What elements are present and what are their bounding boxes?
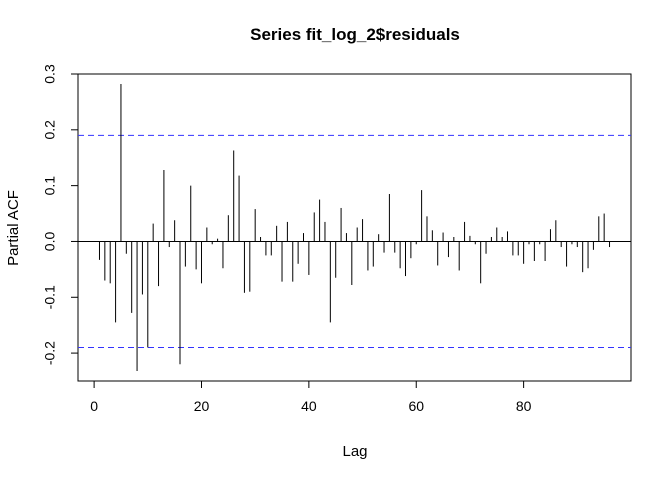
confidence-bands xyxy=(78,134,631,349)
x-tick-label: 60 xyxy=(408,398,424,414)
x-tick-label: 40 xyxy=(301,398,317,414)
y-axis-label: Partial ACF xyxy=(5,190,22,266)
chart-title: Series fit_log_2$residuals xyxy=(250,25,460,44)
x-tick-label: 20 xyxy=(194,398,210,414)
plot-frame xyxy=(77,73,632,382)
x-axis: 0 20 40 60 80 xyxy=(90,380,532,414)
pacf-bars xyxy=(98,84,611,371)
x-tick-label: 80 xyxy=(516,398,532,414)
y-tick-label: 0.0 xyxy=(42,232,58,252)
x-tick-label: 0 xyxy=(90,398,98,414)
y-tick-label: -0.1 xyxy=(42,285,58,309)
x-axis-label: Lag xyxy=(342,443,367,460)
y-axis: -0.2 -0.1 0.0 0.1 0.2 0.3 xyxy=(42,64,79,365)
y-tick-label: -0.2 xyxy=(42,341,58,365)
y-tick-label: 0.2 xyxy=(42,120,58,140)
y-tick-label: 0.1 xyxy=(42,176,58,196)
y-tick-label: 0.3 xyxy=(42,64,58,84)
